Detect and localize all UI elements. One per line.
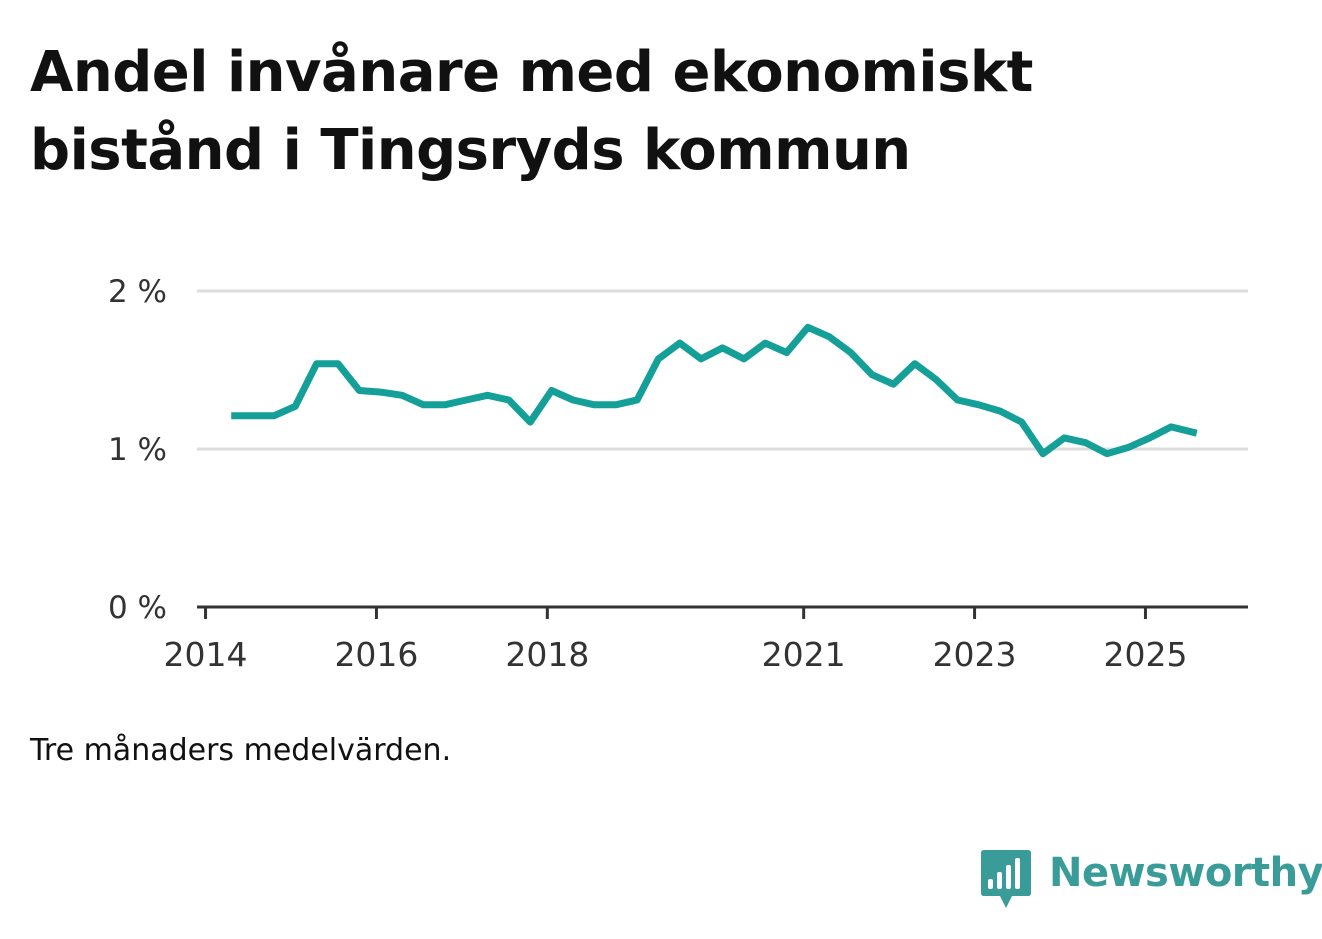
x-tick-label: 2021 bbox=[762, 635, 846, 674]
x-tick-label: 2018 bbox=[505, 635, 589, 674]
brand-name: Newsworthy bbox=[1049, 850, 1322, 896]
x-tick-label: 2025 bbox=[1103, 635, 1187, 674]
x-tick-label: 2014 bbox=[164, 635, 248, 674]
bar-chart-bubble-icon bbox=[981, 850, 1031, 908]
y-tick-label: 1 % bbox=[108, 432, 167, 468]
series-line bbox=[231, 323, 1198, 458]
chart-title: Andel invånare med ekonomiskt bistånd i … bbox=[30, 34, 1230, 190]
chart-title-line-1: Andel invånare med ekonomiskt bbox=[30, 40, 1033, 105]
x-tick-label: 2016 bbox=[334, 635, 418, 674]
x-tick-label: 2023 bbox=[933, 635, 1017, 674]
y-tick-label: 0 % bbox=[108, 590, 167, 626]
newsworthy-logo: Newsworthy bbox=[981, 850, 1322, 910]
chart-caption: Tre månaders medelvärden. bbox=[30, 733, 452, 768]
chart-title-line-2: bistånd i Tingsryds kommun bbox=[30, 118, 911, 183]
y-tick-label: 2 % bbox=[108, 274, 167, 310]
